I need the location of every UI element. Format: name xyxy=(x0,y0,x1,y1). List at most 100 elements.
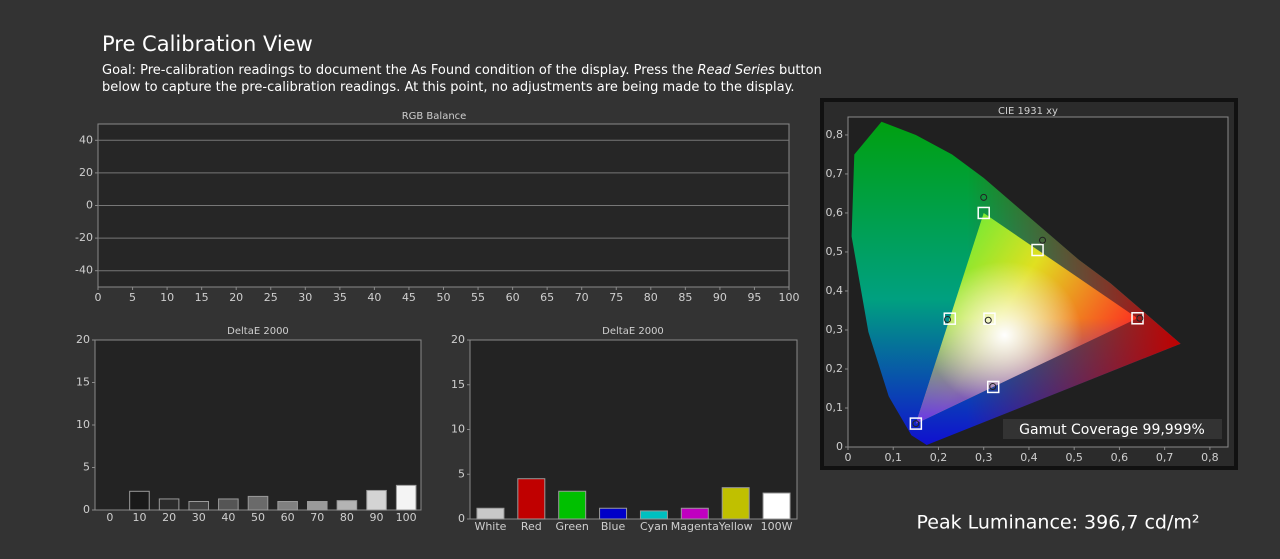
x-tick-label: 60 xyxy=(281,511,295,524)
x-tick-label: 0,5 xyxy=(1065,451,1083,464)
x-tick-label: 20 xyxy=(162,511,176,524)
x-tick-label: 90 xyxy=(370,511,384,524)
measured-point xyxy=(944,315,952,323)
x-tick-label: 0,8 xyxy=(1201,451,1219,464)
x-tick-label: Magenta xyxy=(671,520,719,533)
y-tick-label: 0,2 xyxy=(826,362,844,375)
y-tick-label: 0,8 xyxy=(826,128,844,141)
x-tick-label: 100W xyxy=(761,520,793,533)
x-tick-label: 0,2 xyxy=(930,451,948,464)
y-tick-label: 20 xyxy=(79,166,93,179)
bar xyxy=(517,478,546,520)
plot-area xyxy=(94,339,422,511)
peak-luminance: Peak Luminance: 396,7 cd/m² xyxy=(916,512,1199,534)
y-tick-label: 0,7 xyxy=(826,167,844,180)
chart-title: DeltaE 2000 xyxy=(227,326,289,337)
measured-point xyxy=(984,316,992,324)
x-tick-label: 25 xyxy=(264,291,278,304)
goal-text-part: Goal: Pre-calibration readings to docume… xyxy=(102,63,698,78)
x-tick-label: 45 xyxy=(402,291,416,304)
x-tick-label: 0,7 xyxy=(1156,451,1174,464)
y-tick-label: 15 xyxy=(451,378,465,391)
x-tick-label: 35 xyxy=(333,291,347,304)
x-tick-label: 15 xyxy=(195,291,209,304)
measured-point xyxy=(989,383,997,391)
y-tick-label: 0,5 xyxy=(826,245,844,258)
y-tick-label: 0,4 xyxy=(826,284,844,297)
bar xyxy=(247,495,269,511)
x-tick-label: 40 xyxy=(367,291,381,304)
measured-point xyxy=(980,193,988,201)
target-point xyxy=(983,312,996,325)
x-tick-label: 80 xyxy=(644,291,658,304)
chart-title: RGB Balance xyxy=(402,111,467,122)
bar xyxy=(599,507,628,520)
x-tick-label: 10 xyxy=(132,511,146,524)
x-tick-label: 55 xyxy=(471,291,485,304)
x-tick-label: Red xyxy=(521,520,542,533)
x-tick-label: 0,1 xyxy=(884,451,902,464)
x-tick-label: 70 xyxy=(575,291,589,304)
bar xyxy=(129,490,150,511)
x-tick-label: 5 xyxy=(129,291,136,304)
y-tick-label: 10 xyxy=(451,423,465,436)
x-tick-label: 30 xyxy=(192,511,206,524)
y-tick-label: 20 xyxy=(451,333,465,346)
bar xyxy=(476,507,505,520)
x-tick-label: 30 xyxy=(298,291,312,304)
x-tick-label: Blue xyxy=(601,520,626,533)
y-tick-label: 5 xyxy=(458,467,465,480)
x-tick-label: Yellow xyxy=(718,520,753,533)
bar xyxy=(218,498,239,511)
y-tick-label: -40 xyxy=(75,264,93,277)
measured-point xyxy=(1136,314,1144,322)
x-tick-label: 75 xyxy=(609,291,623,304)
target-point xyxy=(977,206,990,220)
measured-point xyxy=(1039,236,1047,244)
gamut-triangle-white xyxy=(915,212,1138,424)
x-tick-label: 0,3 xyxy=(975,451,993,464)
x-tick-label: Green xyxy=(556,520,589,533)
y-tick-label: 0 xyxy=(83,503,90,516)
x-tick-label: 70 xyxy=(310,511,324,524)
measured-point xyxy=(912,420,920,428)
annotation: Gamut Coverage 99,999% xyxy=(1019,422,1205,438)
x-tick-label: 100 xyxy=(779,291,800,304)
x-tick-label: 50 xyxy=(251,511,265,524)
y-tick-label: 0 xyxy=(458,512,465,525)
y-tick-label: 0,1 xyxy=(826,401,844,414)
x-tick-label: 85 xyxy=(678,291,692,304)
bar xyxy=(158,498,180,511)
x-tick-label: 60 xyxy=(506,291,520,304)
target-point xyxy=(986,380,1000,394)
header: Pre Calibration View Goal: Pre-calibrati… xyxy=(102,32,862,96)
x-tick-label: 0 xyxy=(95,291,102,304)
y-tick-label: 0,3 xyxy=(826,323,844,336)
x-tick-label: 100 xyxy=(396,511,417,524)
chart-title: DeltaE 2000 xyxy=(602,326,664,337)
x-tick-label: 80 xyxy=(340,511,354,524)
page-title: Pre Calibration View xyxy=(102,32,313,56)
y-tick-label: 20 xyxy=(76,333,90,346)
x-tick-label: 0,4 xyxy=(1020,451,1038,464)
bar xyxy=(366,489,387,511)
y-tick-label: 5 xyxy=(83,461,90,474)
y-tick-label: 0,6 xyxy=(826,206,844,219)
y-tick-label: -20 xyxy=(75,231,93,244)
bar xyxy=(680,507,709,520)
x-tick-label: Cyan xyxy=(640,520,668,533)
chart-title: CIE 1931 xy xyxy=(998,106,1058,117)
bar xyxy=(639,510,668,520)
annotation-box xyxy=(1003,419,1222,439)
target-point xyxy=(1031,243,1044,257)
x-tick-label: 0 xyxy=(106,511,113,524)
y-tick-label: 0 xyxy=(836,440,843,453)
bar xyxy=(277,501,298,511)
bar xyxy=(721,487,750,520)
x-tick-label: 20 xyxy=(229,291,243,304)
x-tick-label: White xyxy=(474,520,506,533)
goal-text: Goal: Pre-calibration readings to docume… xyxy=(102,62,862,96)
bar xyxy=(306,501,328,511)
